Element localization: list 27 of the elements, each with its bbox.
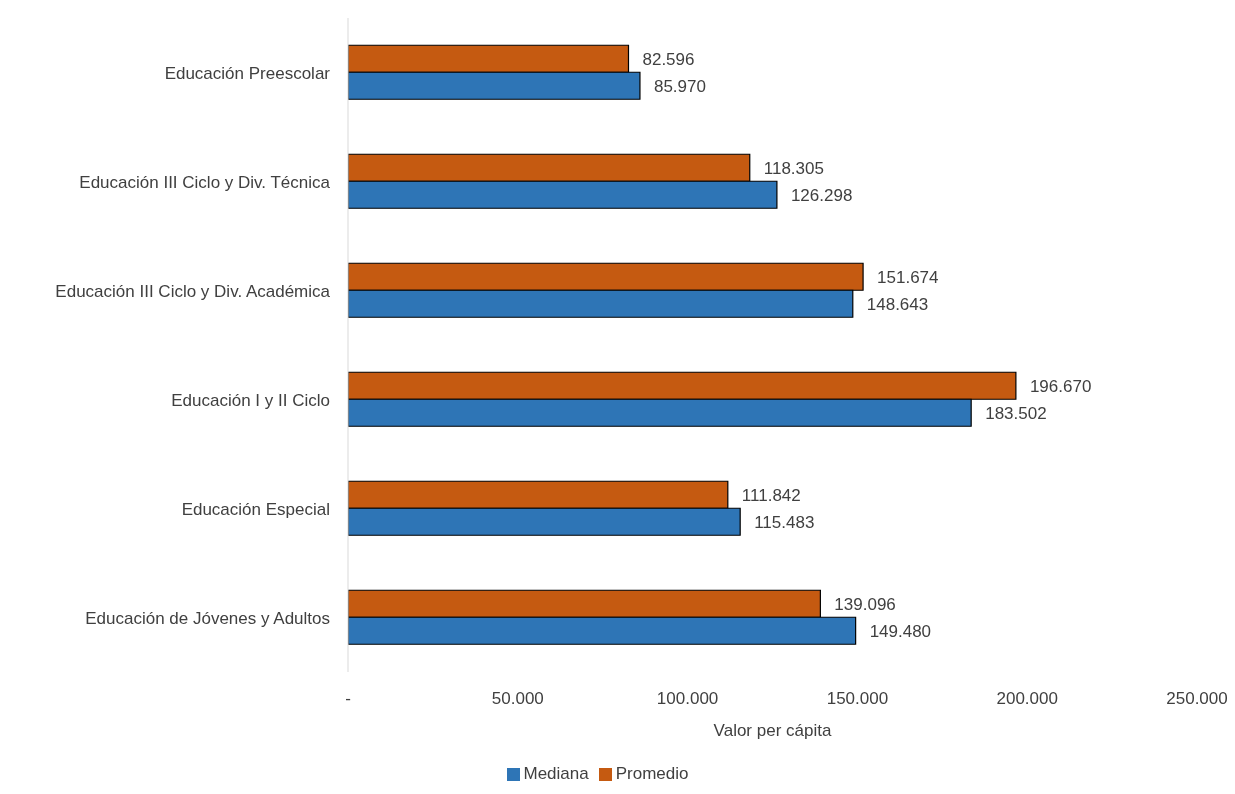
x-tick-label: 100.000 <box>656 689 719 709</box>
y-tick-label: Educación de Jóvenes y Adultos <box>85 608 330 628</box>
x-tick-label: 50.000 <box>491 689 544 709</box>
legend-label: Mediana <box>523 764 589 783</box>
data-label: 111.842 <box>741 485 801 505</box>
y-tick-label: Educación Preescolar <box>164 63 331 83</box>
data-label: 149.480 <box>869 621 932 641</box>
y-tick-label: Educación I y II Ciclo <box>171 390 330 410</box>
data-label: 148.643 <box>866 294 929 314</box>
legend-label: Promedio <box>615 764 689 783</box>
y-tick-label: Educación III Ciclo y Div. Académica <box>55 281 331 301</box>
data-label: 183.502 <box>985 403 1047 423</box>
x-tick-label: 150.000 <box>826 689 889 709</box>
data-label: 196.670 <box>1029 376 1092 396</box>
x-axis-title: Valor per cápita <box>713 721 832 740</box>
data-label: 126.298 <box>790 185 853 205</box>
data-label: 85.970 <box>653 76 706 96</box>
x-tick-label: 250.000 <box>1166 689 1228 709</box>
y-tick-label: Educación III Ciclo y Div. Técnica <box>79 172 331 192</box>
x-tick-label: 200.000 <box>996 689 1058 709</box>
data-label: 118.305 <box>763 158 824 178</box>
y-tick-label: Educación Especial <box>181 499 330 519</box>
data-label: 139.096 <box>834 594 896 614</box>
x-tick-label: - <box>345 689 351 709</box>
data-label: 151.674 <box>877 267 939 287</box>
data-label: 115.483 <box>754 512 815 532</box>
data-label: 82.596 <box>642 49 695 69</box>
